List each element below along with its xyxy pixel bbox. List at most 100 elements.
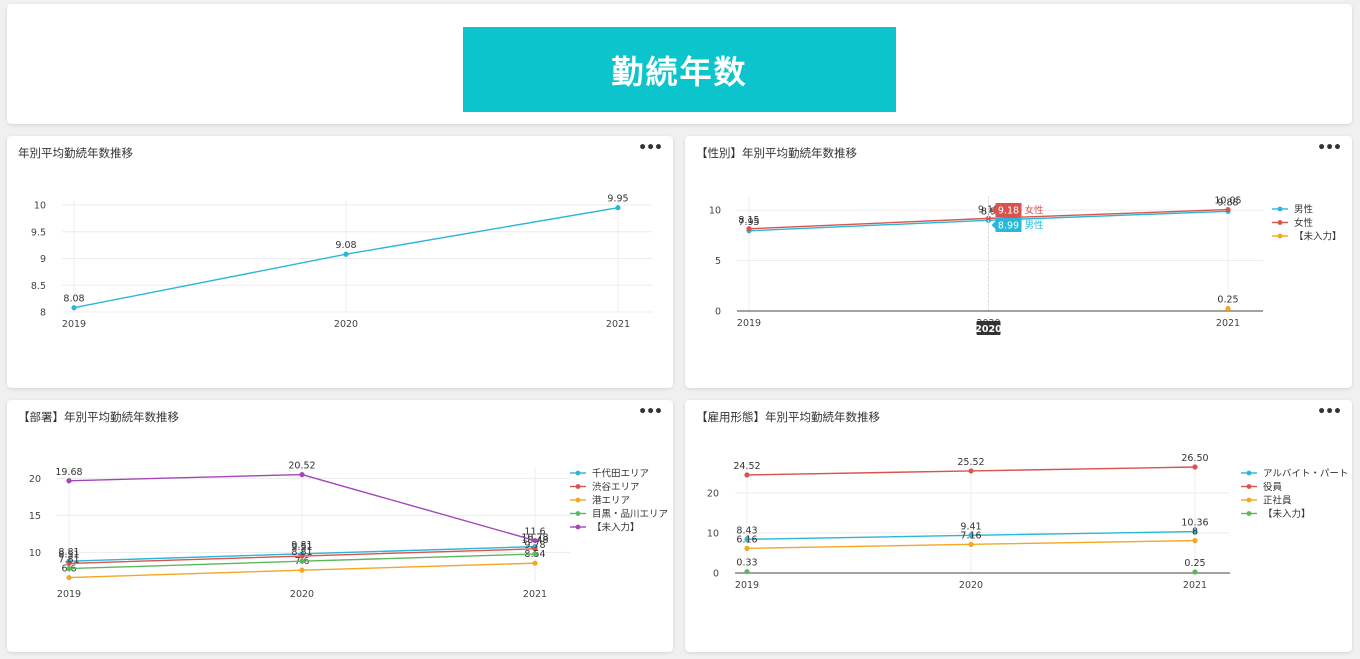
legend-label: アルバイト・パート — [1263, 469, 1348, 480]
data-point — [532, 537, 538, 544]
x-tick-label: 2019 — [737, 318, 761, 329]
hover-tooltip-box — [995, 218, 1022, 232]
chart-yearly: 8 8.5 9 9.5 10 2019 2020 2021 8.08 9.08 9.95 — [31, 194, 653, 330]
hover-tooltip-value: 8.99 — [998, 221, 1019, 232]
data-point — [744, 472, 750, 478]
data-point — [744, 569, 750, 575]
legend-label: 渋谷エリア — [592, 481, 640, 493]
chart-panel-department: 【部署】年別平均勤続年数推移 ••• 10 15 20 2019 2020 2021 8.8… — [7, 400, 673, 652]
data-point — [985, 215, 992, 221]
data-label: 8.9 — [981, 206, 996, 217]
data-label: 0.25 — [1217, 294, 1238, 305]
data-label: 8.81 — [58, 547, 79, 558]
series-line — [73, 206, 619, 309]
x-tick-label: 2021 — [523, 589, 547, 600]
data-label: 24.52 — [733, 461, 760, 472]
x-tick-label: 2019 — [62, 319, 86, 330]
data-label: 9.81 — [291, 540, 312, 551]
data-point — [1192, 569, 1198, 575]
legend-marker — [1246, 484, 1252, 489]
x-tick-label: 2021 — [1216, 318, 1240, 329]
data-point — [66, 566, 72, 572]
y-tick-label: 8.5 — [31, 281, 46, 292]
legend-label: 男性 — [1294, 204, 1314, 216]
y-tick-label: 10 — [709, 206, 721, 217]
data-point — [1192, 538, 1198, 544]
page-title: 勤続年数 — [463, 27, 896, 112]
y-tick-label: 5 — [715, 256, 721, 267]
legend-label: 港エリア — [592, 495, 630, 507]
data-label: 26.50 — [1181, 453, 1208, 464]
hover-pointer — [991, 206, 996, 214]
panel-title: 年別平均勤続年数推移 — [18, 146, 133, 160]
data-point — [66, 478, 72, 484]
legend-marker — [575, 511, 581, 516]
more-menu-icon[interactable]: ••• — [1317, 404, 1342, 420]
x-tick-label: 2020 — [959, 580, 983, 591]
data-point — [1225, 206, 1231, 213]
x-tick-label: 2021 — [606, 319, 630, 330]
series-line — [68, 473, 536, 542]
series-line — [68, 553, 536, 570]
more-menu-icon[interactable]: ••• — [638, 404, 663, 420]
legend-label: 女性 — [1294, 217, 1314, 229]
data-point — [66, 574, 72, 581]
data-label: 0.25 — [1184, 558, 1205, 569]
hover-x-badge — [976, 321, 1001, 335]
legend-label: 【未入力】 — [1294, 231, 1342, 243]
legend-label: 千代田エリア — [592, 469, 649, 480]
data-point — [968, 541, 974, 547]
data-label: 11.6 — [524, 527, 545, 538]
data-label: 7.16 — [960, 530, 981, 541]
legend-label: 正社員 — [1263, 495, 1292, 507]
legend-marker — [1246, 470, 1252, 476]
data-label: 8.43 — [736, 525, 757, 536]
legend-marker — [1277, 206, 1283, 212]
data-label: 9.08 — [335, 240, 356, 251]
chart-employment: 0 10 20 2019 2020 2021 8.43 9.41 10.36 24.52 25.52… — [707, 453, 1349, 591]
y-tick-label: 10 — [29, 548, 41, 559]
data-label: 9.51 — [291, 542, 312, 553]
data-label: 8.08 — [63, 294, 84, 305]
data-label: 19.68 — [55, 467, 82, 478]
series-line — [748, 210, 1229, 232]
legend-marker — [1277, 220, 1283, 225]
data-point — [968, 532, 974, 538]
hover-pointer — [991, 221, 996, 229]
series-line — [68, 562, 536, 579]
more-menu-icon[interactable]: ••• — [638, 140, 663, 156]
data-point — [299, 567, 305, 573]
x-tick-label: 2019 — [57, 589, 81, 600]
x-tick-label: 2020 — [334, 319, 358, 330]
series-line — [68, 545, 536, 562]
data-label: 10.36 — [1181, 518, 1208, 529]
x-tick-label: 2021 — [1183, 580, 1207, 591]
data-label: 8 — [1192, 527, 1198, 538]
legend-label: 【未入力】 — [592, 522, 640, 534]
series-line — [746, 466, 1196, 476]
y-tick-label: 9.5 — [31, 227, 46, 238]
data-point — [299, 471, 305, 478]
data-point — [746, 226, 752, 232]
legend-marker — [575, 470, 581, 476]
more-menu-icon[interactable]: ••• — [1317, 140, 1342, 156]
data-point — [299, 558, 305, 564]
legend-marker — [575, 524, 581, 530]
data-point — [71, 305, 77, 311]
x-tick-label: 2020 — [290, 589, 314, 600]
data-label: 10.05 — [1214, 196, 1241, 207]
data-point — [343, 251, 349, 257]
data-label: 7.81 — [58, 555, 79, 566]
y-tick-label: 0 — [713, 569, 719, 580]
y-tick-label: 0 — [715, 307, 721, 318]
legend-marker — [575, 484, 581, 489]
data-label: 9.95 — [607, 194, 628, 205]
y-tick-label: 20 — [29, 474, 41, 485]
legend-label: 目黒・品川エリア — [592, 509, 668, 520]
series-line — [748, 208, 1229, 230]
hover-tooltip-box — [995, 203, 1022, 217]
hover-x-label: 2020 — [975, 324, 1002, 335]
data-point — [968, 468, 974, 474]
chart-panel-yearly: 年別平均勤続年数推移 ••• 8 8.5 9 9.5 10 2019 2020 2021 8.0… — [7, 136, 673, 388]
legend-label: 役員 — [1263, 481, 1283, 493]
